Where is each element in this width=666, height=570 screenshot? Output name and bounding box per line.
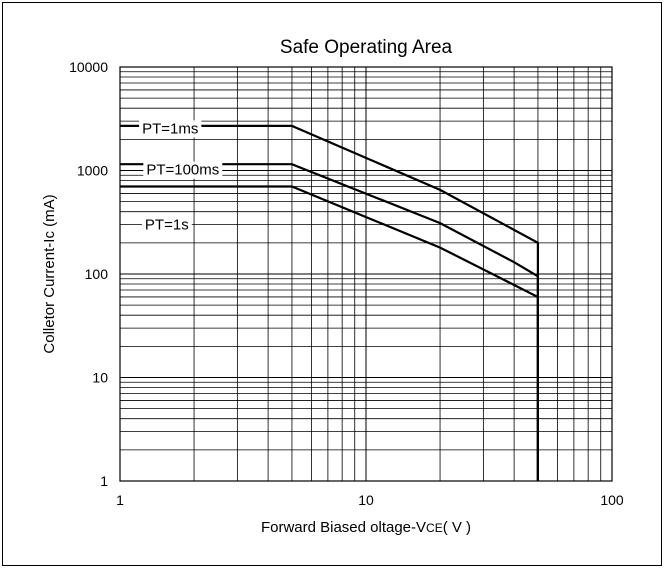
series-label-2: PT=100ms — [143, 161, 223, 179]
grid — [120, 67, 612, 481]
x-axis-label: Forward Biased oltage-VCE( V ) — [261, 519, 471, 536]
series-label-background — [139, 120, 202, 138]
y-tick-label: 10000 — [69, 59, 108, 75]
chart-title: Safe Operating Area — [280, 37, 453, 58]
x-tick-label: 1 — [116, 492, 124, 508]
y-tick-label: 100 — [85, 266, 109, 282]
series-label-text: PT=100ms — [146, 162, 219, 179]
series-label-3: PT=1s — [141, 216, 192, 234]
series-label-1: PT=1ms — [139, 120, 202, 138]
curves — [120, 124, 539, 481]
curve-labels: PT=1ms PT=100ms PT=1s — [139, 120, 223, 234]
series-label-text: PT=1ms — [142, 120, 198, 137]
y-tick-label: 1 — [100, 473, 108, 489]
y-tick-label: 1000 — [77, 163, 108, 179]
plot-border — [119, 66, 613, 482]
x-tick-label: 100 — [600, 492, 624, 508]
y-axis-label: Colletor Current-Ic (mA) — [41, 194, 58, 353]
tick-labels: 1 10 100 1 10 100 1000 10000 — [69, 59, 624, 508]
y-tick-label: 10 — [92, 370, 108, 386]
x-axis-label-subscript: CE — [426, 521, 443, 535]
x-tick-label: 10 — [358, 492, 374, 508]
series-label-background — [143, 161, 223, 179]
series-label-background — [141, 216, 192, 234]
x-axis-label-unit: ( V ) — [443, 519, 471, 536]
series-label-text: PT=1s — [145, 217, 189, 234]
x-axis-label-main: Forward Biased oltage-V — [261, 519, 426, 536]
series-line-3 — [120, 185, 539, 481]
